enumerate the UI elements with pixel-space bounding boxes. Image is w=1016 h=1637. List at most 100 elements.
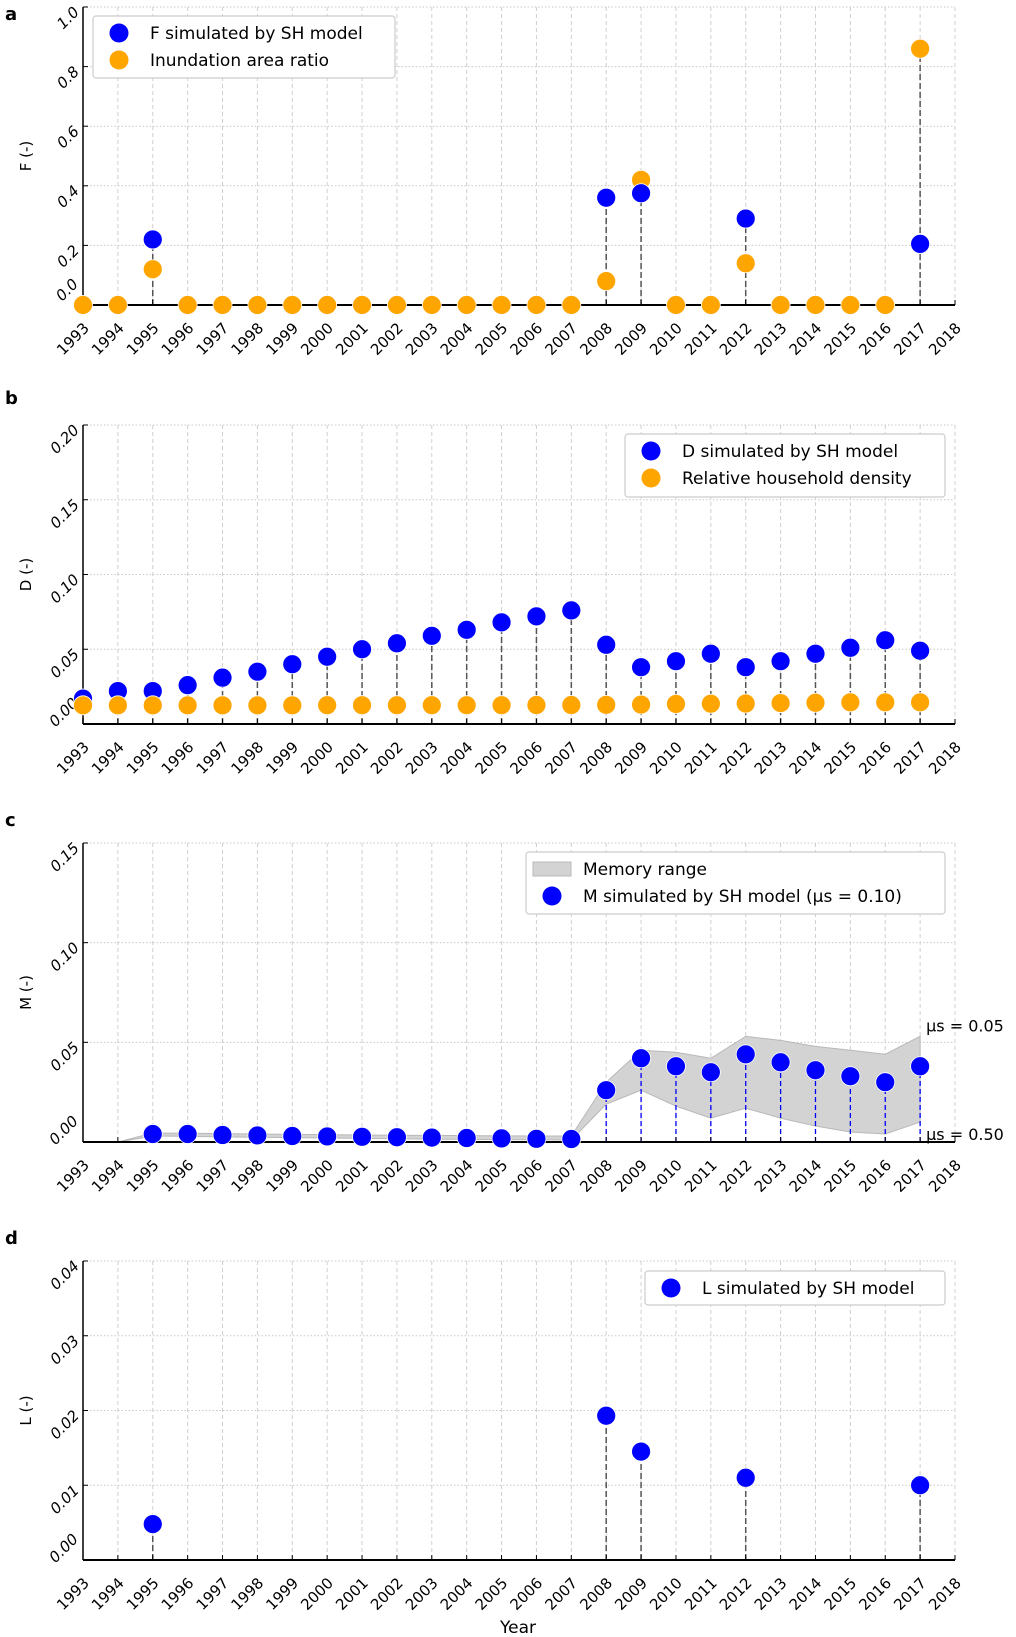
data-point (596, 1405, 617, 1426)
data-point (596, 694, 617, 715)
data-point (735, 253, 756, 274)
y-axis-label: L (-) (17, 1395, 35, 1425)
y-axis-label: F (-) (17, 141, 35, 172)
x-tick-label: 2007 (541, 1156, 581, 1196)
data-point (456, 1128, 477, 1148)
series-m-simulated-by-sh-model-s-0-10- (142, 1044, 931, 1149)
x-tick-label: 2015 (820, 738, 860, 778)
x-tick-label: 2000 (297, 738, 337, 778)
data-point (805, 295, 826, 315)
x-tick-label: 1999 (262, 738, 302, 778)
x-tick-label: 2013 (751, 738, 791, 778)
y-tick-label: 0.02 (46, 1407, 82, 1443)
annotation-label: μs = 0.05 (926, 1016, 1004, 1035)
data-point (770, 693, 791, 713)
x-tick-label: 1995 (123, 319, 163, 359)
panel-a: a199319941995199619971998199920002001200… (5, 3, 965, 359)
x-tick-label: 2013 (751, 1156, 791, 1196)
x-tick-label: 2003 (402, 1156, 442, 1196)
data-point (352, 1126, 372, 1147)
x-tick-label: 2001 (332, 738, 372, 778)
y-tick-label: 0.4 (53, 182, 83, 212)
x-axis-label: Year (499, 1618, 536, 1637)
x-tick-label: 1998 (227, 738, 267, 778)
data-point (421, 625, 442, 646)
data-point (666, 694, 686, 714)
y-tick-label: 0.10 (46, 571, 82, 607)
x-tick-label: 2016 (855, 319, 895, 359)
data-point (282, 654, 303, 675)
y-axis-label: D (-) (17, 558, 35, 591)
x-tick-label: 2003 (402, 738, 442, 778)
data-point (596, 634, 617, 655)
y-tick-label: 0.05 (46, 645, 82, 681)
series-d-simulated-by-sh-model (73, 600, 931, 709)
x-tick-label: 2008 (576, 738, 616, 778)
series-inundation-area-ratio (73, 38, 931, 315)
x-tick-label: 2017 (890, 738, 930, 778)
x-tick-label: 2018 (925, 738, 965, 778)
x-tick-label: 1994 (88, 1574, 128, 1614)
data-point (700, 693, 721, 714)
legend-box (525, 851, 946, 915)
series-l-simulated-by-sh-model (142, 1405, 931, 1535)
y-tick-label: 0.10 (46, 939, 82, 975)
data-point (352, 295, 372, 315)
y-tick-label: 0.03 (46, 1332, 82, 1368)
data-point (387, 695, 407, 716)
y-axis-label: M (-) (17, 975, 35, 1010)
x-tick-label: 2009 (611, 319, 651, 359)
data-point (700, 643, 721, 664)
x-tick-label: 1995 (123, 1574, 163, 1614)
x-tick-label: 2010 (646, 738, 686, 778)
x-tick-label: 1998 (227, 319, 267, 359)
x-tick-label: 1994 (88, 1156, 128, 1196)
x-tick-label: 1993 (53, 738, 93, 778)
data-point (875, 1072, 896, 1093)
series-f-simulated-by-sh-model (142, 183, 931, 254)
panel-letter: b (5, 388, 18, 409)
data-point (142, 695, 163, 716)
data-point (387, 633, 407, 654)
x-tick-label: 2006 (507, 1574, 547, 1614)
x-tick-label: 2011 (681, 319, 721, 359)
x-tick-label: 1995 (123, 1156, 163, 1196)
x-tick-label: 2016 (855, 1574, 895, 1614)
data-point (526, 606, 547, 627)
x-tick-label: 2010 (646, 1574, 686, 1614)
legend-marker (661, 1278, 681, 1298)
x-tick-label: 2004 (437, 738, 477, 778)
data-point (840, 637, 861, 658)
data-point (177, 695, 198, 716)
x-tick-label: 2002 (367, 1574, 407, 1614)
data-point (735, 1044, 756, 1065)
x-tick-label: 2001 (332, 1574, 372, 1614)
y-tick-label: 0.15 (46, 839, 82, 875)
x-tick-label: 2004 (437, 1156, 477, 1196)
x-tick-label: 2012 (716, 1156, 756, 1196)
x-tick-label: 2009 (611, 738, 651, 778)
data-point (735, 693, 756, 714)
x-tick-label: 1993 (53, 319, 93, 359)
data-point (910, 38, 931, 59)
data-point (561, 600, 582, 621)
data-point (840, 1066, 861, 1087)
legend: D simulated by SH model Relative househol… (624, 433, 946, 498)
data-point (247, 661, 268, 682)
x-tick-label: 2008 (576, 1156, 616, 1196)
x-tick-label: 1996 (158, 1574, 198, 1614)
data-point (596, 187, 617, 208)
x-tick-label: 2006 (507, 738, 547, 778)
data-point (491, 695, 512, 716)
x-tick-label: 1998 (227, 1574, 267, 1614)
x-tick-label: 1997 (193, 1574, 233, 1614)
x-tick-label: 2014 (786, 738, 826, 778)
legend-label: D simulated by SH model (682, 442, 898, 462)
legend-box (92, 15, 396, 79)
legend-marker (641, 441, 661, 461)
data-point (387, 295, 407, 315)
x-tick-label: 2008 (576, 1574, 616, 1614)
data-point (247, 695, 268, 716)
data-point (770, 651, 791, 672)
x-tick-label: 2015 (820, 1574, 860, 1614)
